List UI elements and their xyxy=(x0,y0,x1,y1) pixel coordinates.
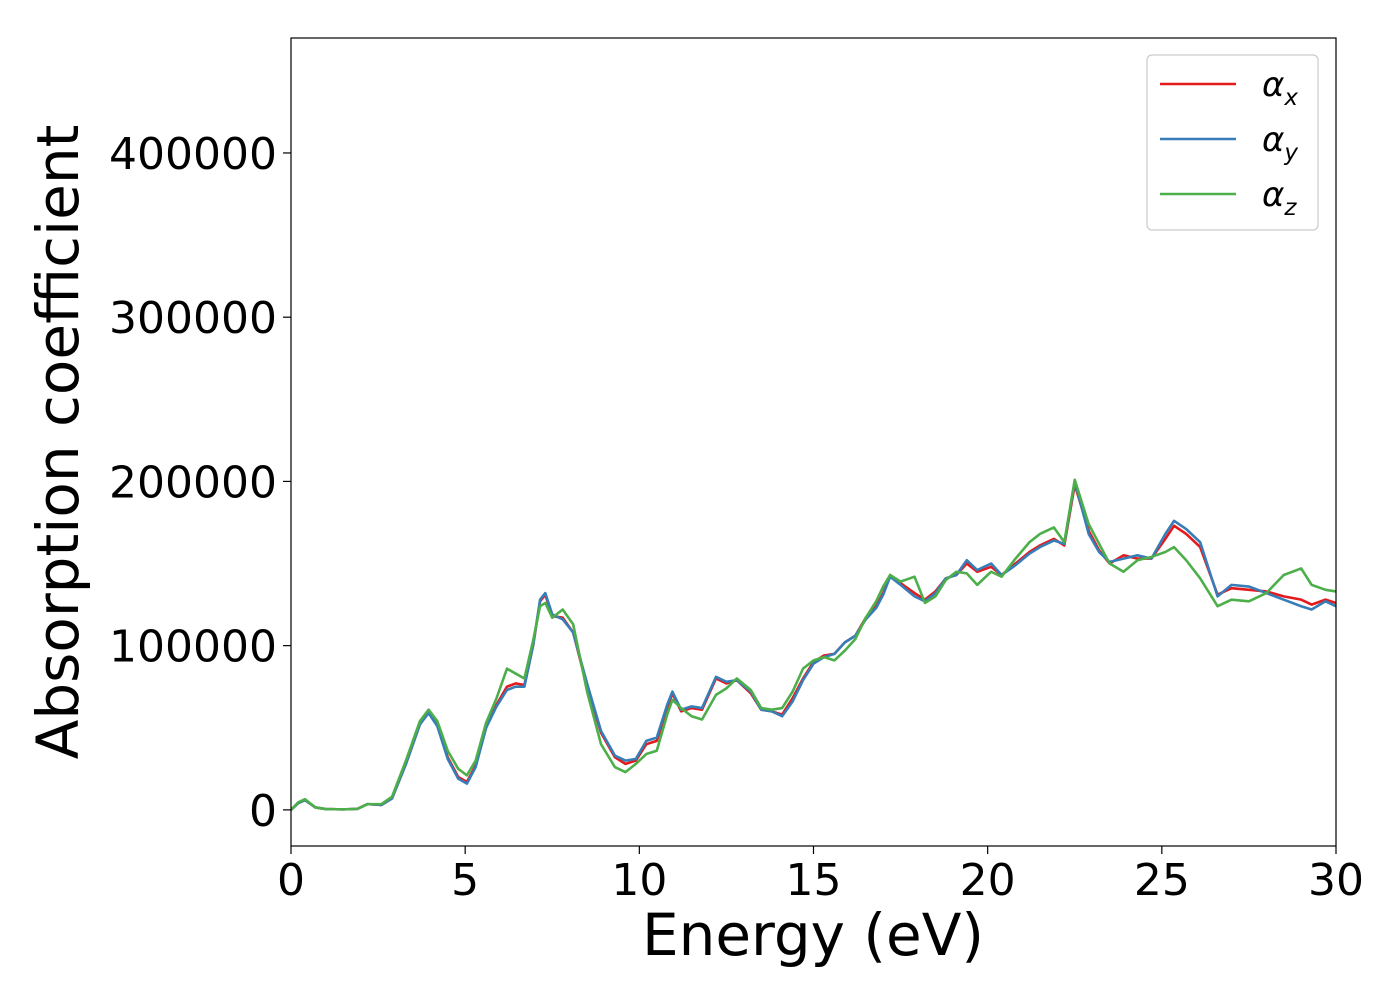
y-tick-label: 300000 xyxy=(109,293,277,344)
series-line-z xyxy=(291,478,1336,812)
y-axis-title: Absorption coefficient xyxy=(24,125,92,760)
x-tick-label: 20 xyxy=(960,855,1016,906)
series-layer xyxy=(291,478,1336,812)
legend-label-y: αy xyxy=(1262,120,1298,166)
x-tick-label: 25 xyxy=(1134,855,1190,906)
y-axis-ticks: 0 100000 200000 300000 400000 xyxy=(109,129,291,837)
legend-label-x: αx xyxy=(1262,65,1298,111)
legend: αx αy αz xyxy=(1146,54,1319,231)
x-tick-label: 0 xyxy=(277,855,305,906)
legend-box xyxy=(1146,54,1319,231)
y-tick-label: 200000 xyxy=(109,457,277,508)
x-axis-ticks: 0 5 10 15 20 25 30 xyxy=(277,846,1364,906)
x-tick-label: 15 xyxy=(786,855,842,906)
legend-label-z: αz xyxy=(1262,175,1297,221)
y-tick-label: 100000 xyxy=(109,622,277,673)
series-line-y xyxy=(291,480,1336,812)
y-tick-label: 0 xyxy=(249,786,277,837)
x-tick-label: 10 xyxy=(611,855,667,906)
y-tick-label: 400000 xyxy=(109,129,277,180)
x-tick-label: 5 xyxy=(451,855,479,906)
x-tick-label: 30 xyxy=(1308,855,1364,906)
x-axis-title: Energy (eV) xyxy=(642,901,984,969)
